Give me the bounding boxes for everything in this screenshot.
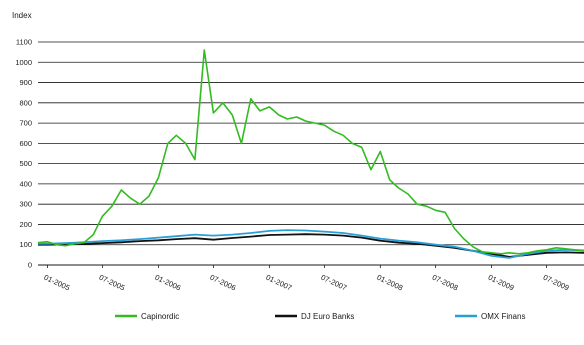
- x-tick-label: 07-2005: [98, 273, 127, 293]
- y-tick-labels: 0 100 200 300 400 500 600 700 800 900 1000 1100: [15, 38, 32, 270]
- y-tick-label: 400: [19, 179, 32, 188]
- x-tick-label: 07-2009: [542, 273, 571, 293]
- series-lines: [37, 49, 584, 259]
- x-tick-label: 07-2008: [431, 273, 460, 293]
- y-tick-label: 500: [19, 159, 32, 168]
- legend-label: DJ Euro Banks: [301, 312, 354, 321]
- series-line-omx-finans: [38, 229, 584, 259]
- x-tick-label: 01-2006: [154, 273, 183, 293]
- y-tick-label: 200: [19, 220, 32, 229]
- x-tick-label: 07-2006: [209, 273, 238, 293]
- series-line-capinordic: [37, 49, 584, 255]
- series-line-dj-euro-banks: [38, 233, 584, 258]
- y-tick-label: 600: [19, 139, 32, 148]
- y-tick-label: 1000: [15, 58, 32, 67]
- x-tick-label: 01-2009: [487, 273, 516, 293]
- gridlines: [38, 41, 584, 246]
- y-tick-label: 0: [28, 261, 32, 270]
- x-tick-label: 01-2008: [375, 273, 404, 293]
- y-tick-label: 800: [19, 98, 32, 107]
- x-tick-label: 01-2007: [265, 273, 294, 293]
- x-tick-label: 01-2005: [43, 273, 72, 293]
- legend-label: Capinordic: [141, 312, 179, 321]
- legend-label: OMX Finans: [481, 312, 525, 321]
- legend: Capinordic DJ Euro Banks OMX Finans: [115, 312, 525, 321]
- y-tick-label: 1100: [16, 38, 32, 47]
- y-tick-label: 900: [19, 78, 32, 87]
- y-tick-label: 100: [19, 240, 32, 249]
- x-tick-labels: 01-2005 07-2005 01-2006 07-2006 01-2007 07-20…: [43, 265, 571, 292]
- x-tick-label: 07-2007: [320, 273, 349, 293]
- y-tick-label: 700: [19, 119, 32, 128]
- y-axis-label: Index: [12, 11, 32, 20]
- y-tick-label: 300: [19, 200, 32, 209]
